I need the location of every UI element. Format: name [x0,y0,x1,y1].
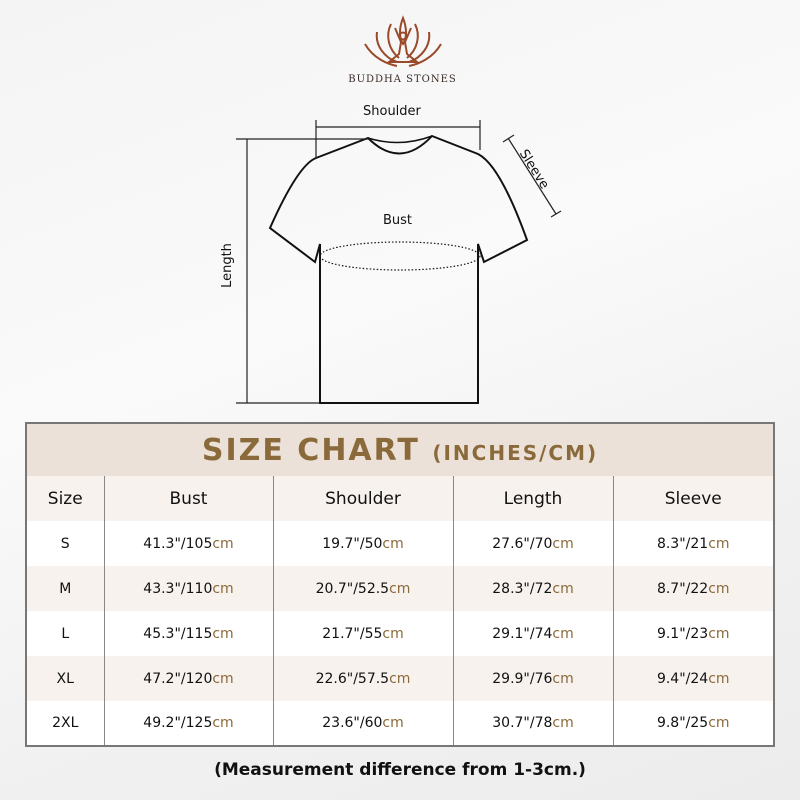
cm-unit: cm [212,625,234,642]
cm-unit: cm [212,670,234,687]
bust-value: 45.3"/115 [143,625,213,642]
header-length: Length [452,476,613,521]
cm-unit: cm [552,580,574,597]
size-value: 2XL [52,715,79,731]
cm-unit: cm [389,580,411,597]
size-value: M [59,580,72,597]
sleeve-value: 9.1"/23 [656,625,709,642]
cm-unit: cm [212,580,234,597]
cell-size: L [26,611,104,656]
cell-length: 28.3"/72cm [452,566,613,611]
header-shoulder: Shoulder [272,476,453,521]
cell-size: XL [26,656,104,701]
cell-sleeve: 8.3"/21cm [612,521,774,566]
cell-sleeve: 9.1"/23cm [612,611,774,656]
cm-unit: cm [212,535,234,552]
bust-value: 41.3"/105 [143,535,213,552]
cm-unit: cm [708,670,730,687]
table-row: XL 47.2"/120cm 22.6"/57.5cm 29.9"/76cm 9.4"/… [26,656,774,701]
cell-size: 2XL [26,701,104,746]
cell-size: M [26,566,104,611]
cm-unit: cm [382,535,404,552]
shoulder-value: 22.6"/57.5 [315,670,390,687]
length-label: Length [219,243,235,288]
shoulder-value: 20.7"/52.5 [315,580,390,597]
cell-length: 29.9"/76cm [452,656,613,701]
cell-size: S [26,521,104,566]
sleeve-value: 8.7"/22 [656,580,709,597]
cell-length: 30.7"/78cm [452,701,613,746]
cell-shoulder: 22.6"/57.5cm [272,656,453,701]
length-value: 29.1"/74 [492,625,553,642]
shoulder-value: 23.6"/60 [322,715,383,731]
title-text: SIZE CHART [201,432,420,468]
cm-unit: cm [552,715,574,731]
cm-unit: cm [708,535,730,552]
cm-unit: cm [708,625,730,642]
cell-length: 27.6"/70cm [452,521,613,566]
cell-bust: 41.3"/105cm [103,521,273,566]
cm-unit: cm [552,670,574,687]
bust-label: Bust [383,213,413,228]
table-row: 2XL 49.2"/125cm 23.6"/60cm 30.7"/78cm 9.8"/2… [26,701,774,746]
length-value: 29.9"/76 [492,670,553,687]
cm-unit: cm [389,670,411,687]
cell-bust: 47.2"/120cm [103,656,273,701]
brand-name: BUDDHA STONES [348,74,457,85]
cell-length: 29.1"/74cm [452,611,613,656]
cm-unit: cm [212,715,234,731]
tshirt-outline-icon [236,120,562,404]
sleeve-value: 9.8"/25 [656,715,709,731]
cell-shoulder: 20.7"/52.5cm [272,566,453,611]
size-chart-table: SIZE CHART (INCHES/CM) Size Bust Shoulde… [25,422,775,747]
cell-sleeve: 8.7"/22cm [612,566,774,611]
cell-bust: 43.3"/110cm [103,566,273,611]
header-bust: Bust [103,476,273,521]
cell-sleeve: 9.8"/25cm [612,701,774,746]
shoulder-label: Shoulder [363,104,421,119]
size-chart-title: SIZE CHART (INCHES/CM) [26,423,774,476]
cell-sleeve: 9.4"/24cm [612,656,774,701]
header-size: Size [26,476,104,521]
cm-unit: cm [382,625,404,642]
cm-unit: cm [708,715,730,731]
unit-text: (INCHES/CM) [432,440,599,465]
brand-logo: BUDDHA STONES [340,14,465,85]
bust-value: 47.2"/120 [143,670,213,687]
sleeve-value: 8.3"/21 [656,535,709,552]
bust-value: 43.3"/110 [143,580,213,597]
bust-value: 49.2"/125 [143,715,213,731]
cm-unit: cm [552,535,574,552]
cm-unit: cm [708,580,730,597]
measurement-note: (Measurement difference from 1-3cm.) [214,760,586,780]
lotus-meditation-icon [363,15,442,67]
cm-unit: cm [552,625,574,642]
cm-unit: cm [382,715,404,731]
table-row: L 45.3"/115cm 21.7"/55cm 29.1"/74cm 9.1"/23c… [26,611,774,656]
cell-shoulder: 21.7"/55cm [272,611,453,656]
table-row: M 43.3"/110cm 20.7"/52.5cm 28.3"/72cm 8.7"/2… [26,566,774,611]
cell-shoulder: 19.7"/50cm [272,521,453,566]
length-value: 28.3"/72 [492,580,553,597]
tshirt-diagram: Shoulder Bust Length Sleeve [219,104,562,404]
table-row: S 41.3"/105cm 19.7"/50cm 27.6"/70cm 8.3"/21c… [26,521,774,566]
sleeve-value: 9.4"/24 [656,670,709,687]
cell-shoulder: 23.6"/60cm [272,701,453,746]
length-value: 27.6"/70 [492,535,553,552]
size-value: S [60,535,70,552]
size-value: L [61,625,70,642]
cell-bust: 45.3"/115cm [103,611,273,656]
size-value: XL [56,670,74,687]
header-sleeve: Sleeve [612,476,774,521]
length-value: 30.7"/78 [492,715,553,731]
cell-bust: 49.2"/125cm [103,701,273,746]
shoulder-value: 19.7"/50 [322,535,383,552]
header-row: Size Bust Shoulder Length Sleeve [26,476,774,521]
shoulder-value: 21.7"/55 [322,625,383,642]
